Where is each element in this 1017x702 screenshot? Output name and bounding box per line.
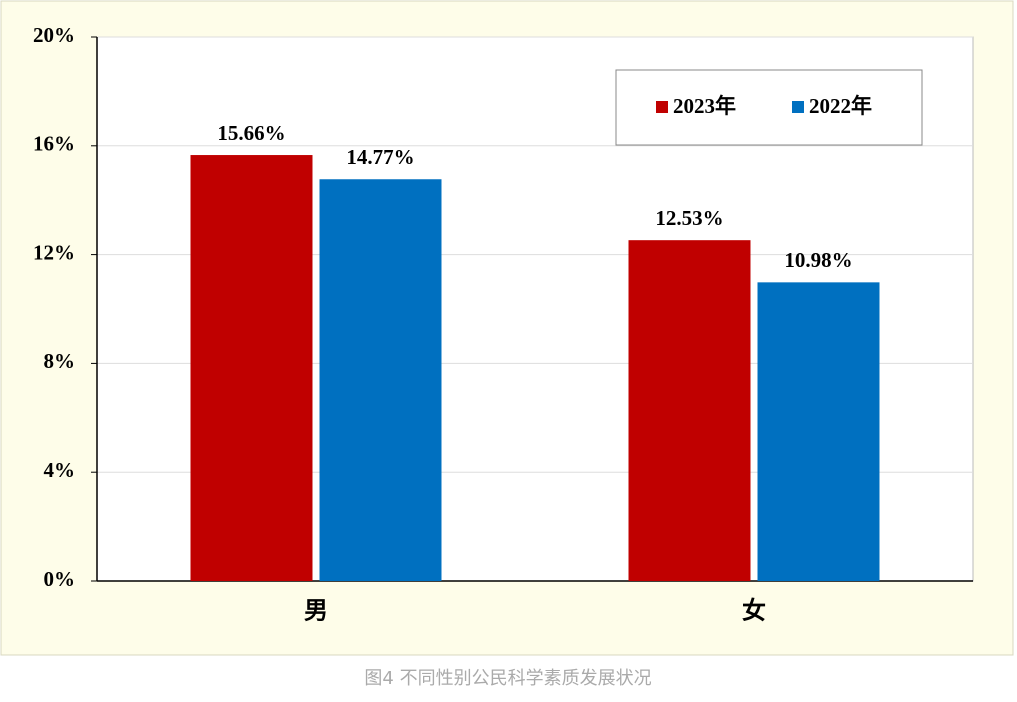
- x-tick-label: 男: [304, 599, 328, 625]
- caption: 图4 不同性别公民科学素质发展状况: [364, 668, 651, 689]
- legend-swatch: [656, 101, 668, 113]
- x-tick-label: 女: [742, 597, 766, 625]
- y-tick-label: 0%: [44, 567, 76, 591]
- legend-label: 2023年: [673, 94, 736, 118]
- y-tick-label: 8%: [44, 349, 76, 373]
- y-tick-label: 20%: [33, 23, 75, 47]
- bar: [190, 155, 313, 581]
- y-tick-label: 12%: [33, 240, 75, 264]
- value-label: 15.66%: [217, 121, 285, 145]
- bar: [757, 282, 880, 581]
- bar: [628, 240, 751, 581]
- value-label: 14.77%: [346, 145, 414, 169]
- y-tick-label: 4%: [44, 458, 76, 482]
- bar: [319, 179, 442, 582]
- legend-swatch: [792, 101, 804, 113]
- value-label: 12.53%: [655, 206, 723, 230]
- value-label: 10.98%: [784, 248, 852, 272]
- y-tick-label: 16%: [33, 132, 75, 156]
- legend-label: 2022年: [809, 94, 872, 118]
